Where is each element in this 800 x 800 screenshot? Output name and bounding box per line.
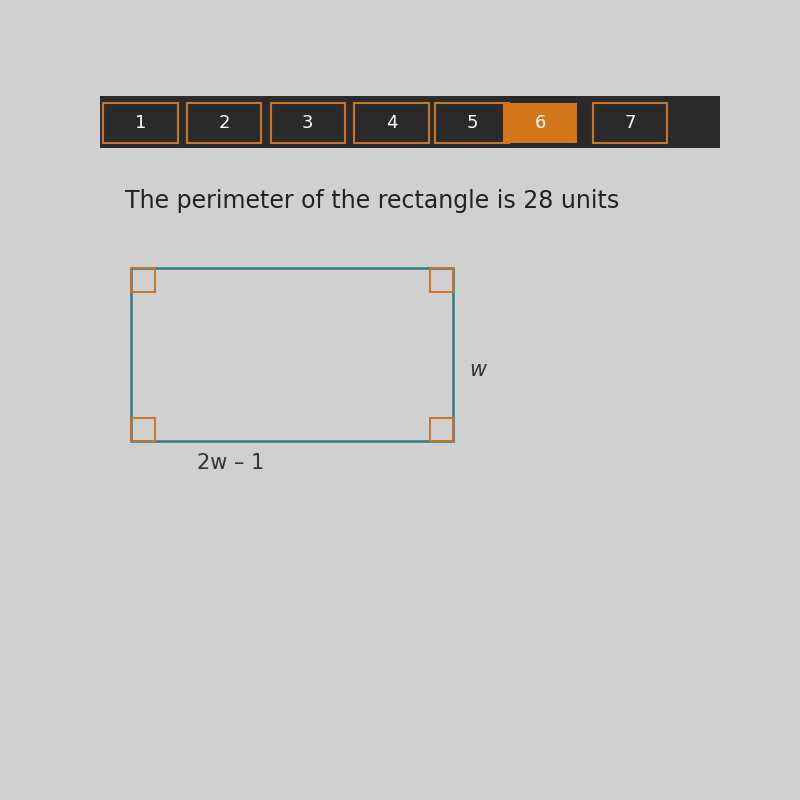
Text: 2: 2 (218, 114, 230, 133)
Bar (131, 418, 154, 441)
Bar (430, 269, 454, 292)
Bar (430, 418, 454, 441)
Bar (131, 269, 454, 441)
Text: 7: 7 (624, 114, 636, 133)
Bar (593, 103, 667, 143)
Text: 3: 3 (302, 114, 314, 133)
Text: w: w (469, 360, 486, 380)
Bar (270, 103, 345, 143)
Bar (103, 103, 178, 143)
Text: 1: 1 (134, 114, 146, 133)
Bar (100, 96, 720, 148)
Bar (354, 103, 429, 143)
Text: 6: 6 (534, 114, 546, 133)
Text: The perimeter of the rectangle is 28 units: The perimeter of the rectangle is 28 uni… (125, 189, 619, 213)
Bar (503, 103, 578, 143)
Text: 5: 5 (466, 114, 478, 133)
Bar (187, 103, 261, 143)
Bar (131, 269, 154, 292)
Text: 2w – 1: 2w – 1 (197, 453, 264, 473)
Bar (435, 103, 509, 143)
Text: 4: 4 (386, 114, 397, 133)
